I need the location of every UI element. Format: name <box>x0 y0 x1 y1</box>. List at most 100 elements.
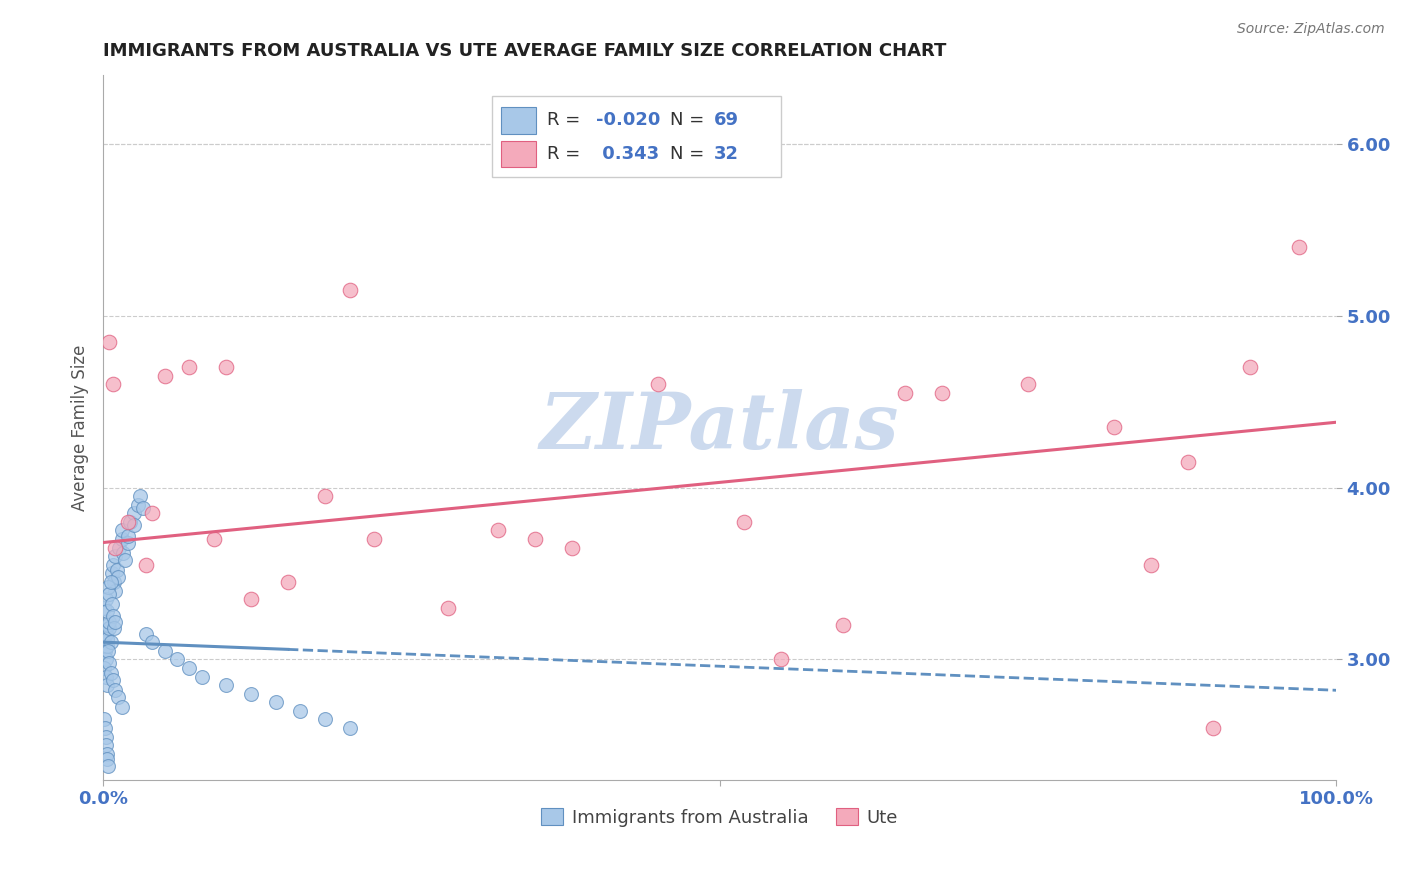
Point <box>314 713 336 727</box>
Point <box>153 368 176 383</box>
Point <box>103 575 125 590</box>
Point <box>98 656 121 670</box>
Point <box>277 575 299 590</box>
Point <box>96 639 118 653</box>
Point <box>100 666 122 681</box>
Point <box>97 644 120 658</box>
Point <box>104 541 127 555</box>
Point <box>96 604 118 618</box>
Point <box>486 524 509 538</box>
Text: 32: 32 <box>713 145 738 163</box>
Point <box>166 652 188 666</box>
Point <box>100 635 122 649</box>
Point <box>141 506 163 520</box>
Point <box>131 501 153 516</box>
Point <box>94 644 117 658</box>
Text: N =: N = <box>671 112 710 129</box>
Point <box>122 518 145 533</box>
Point <box>215 678 238 692</box>
Point <box>100 566 122 581</box>
Point <box>93 661 115 675</box>
Point <box>179 360 201 375</box>
Point <box>1239 360 1261 375</box>
Point <box>101 558 124 572</box>
Point <box>104 683 127 698</box>
Point <box>96 678 118 692</box>
Point <box>264 695 287 709</box>
Point <box>104 583 127 598</box>
Point <box>100 598 122 612</box>
Point <box>111 532 134 546</box>
Point <box>117 535 139 549</box>
Point <box>104 615 127 629</box>
Point <box>96 626 118 640</box>
Point <box>120 515 142 529</box>
Point <box>100 575 122 590</box>
Point <box>240 687 263 701</box>
Text: R =: R = <box>547 145 586 163</box>
Point <box>96 747 118 761</box>
Point <box>523 532 546 546</box>
Point <box>111 700 134 714</box>
Point <box>122 506 145 520</box>
Text: IMMIGRANTS FROM AUSTRALIA VS UTE AVERAGE FAMILY SIZE CORRELATION CHART: IMMIGRANTS FROM AUSTRALIA VS UTE AVERAGE… <box>103 42 946 60</box>
Point <box>339 283 361 297</box>
Point <box>96 738 118 752</box>
Point <box>240 592 263 607</box>
Point <box>191 669 214 683</box>
Point <box>94 592 117 607</box>
Point <box>94 669 117 683</box>
Point <box>1102 420 1125 434</box>
Text: -0.020: -0.020 <box>596 112 661 129</box>
Point <box>96 752 118 766</box>
Point <box>1202 721 1225 735</box>
FancyBboxPatch shape <box>502 107 536 134</box>
Point <box>108 541 131 555</box>
Point <box>98 615 121 629</box>
Point <box>94 721 117 735</box>
FancyBboxPatch shape <box>492 96 782 178</box>
Point <box>107 570 129 584</box>
Point <box>96 632 118 646</box>
Y-axis label: Average Family Size: Average Family Size <box>72 344 89 510</box>
Point <box>647 377 669 392</box>
Point <box>215 360 238 375</box>
Text: 69: 69 <box>713 112 738 129</box>
Point <box>561 541 583 555</box>
Point <box>93 600 115 615</box>
Point <box>1017 377 1039 392</box>
Point <box>94 730 117 744</box>
Point <box>893 386 915 401</box>
Point <box>117 515 139 529</box>
Text: Source: ZipAtlas.com: Source: ZipAtlas.com <box>1237 22 1385 37</box>
Point <box>1288 240 1310 254</box>
Point <box>93 713 115 727</box>
Point <box>101 377 124 392</box>
Point <box>127 498 149 512</box>
Point <box>931 386 953 401</box>
Point <box>339 721 361 735</box>
Text: 0.343: 0.343 <box>596 145 659 163</box>
Point <box>93 635 115 649</box>
Point <box>117 529 139 543</box>
Point <box>101 609 124 624</box>
Point <box>290 704 312 718</box>
Point <box>129 489 152 503</box>
Point <box>770 652 793 666</box>
Text: ZIPatlas: ZIPatlas <box>540 389 900 466</box>
Point <box>104 549 127 564</box>
Point <box>135 626 157 640</box>
Point <box>111 546 134 560</box>
Point <box>141 635 163 649</box>
FancyBboxPatch shape <box>502 141 536 168</box>
Point <box>179 661 201 675</box>
Point <box>98 334 121 349</box>
Point <box>363 532 385 546</box>
Point <box>98 622 121 636</box>
Point <box>314 489 336 503</box>
Point <box>103 622 125 636</box>
Point <box>437 600 460 615</box>
Point <box>114 552 136 566</box>
Point <box>153 644 176 658</box>
Point <box>97 580 120 594</box>
